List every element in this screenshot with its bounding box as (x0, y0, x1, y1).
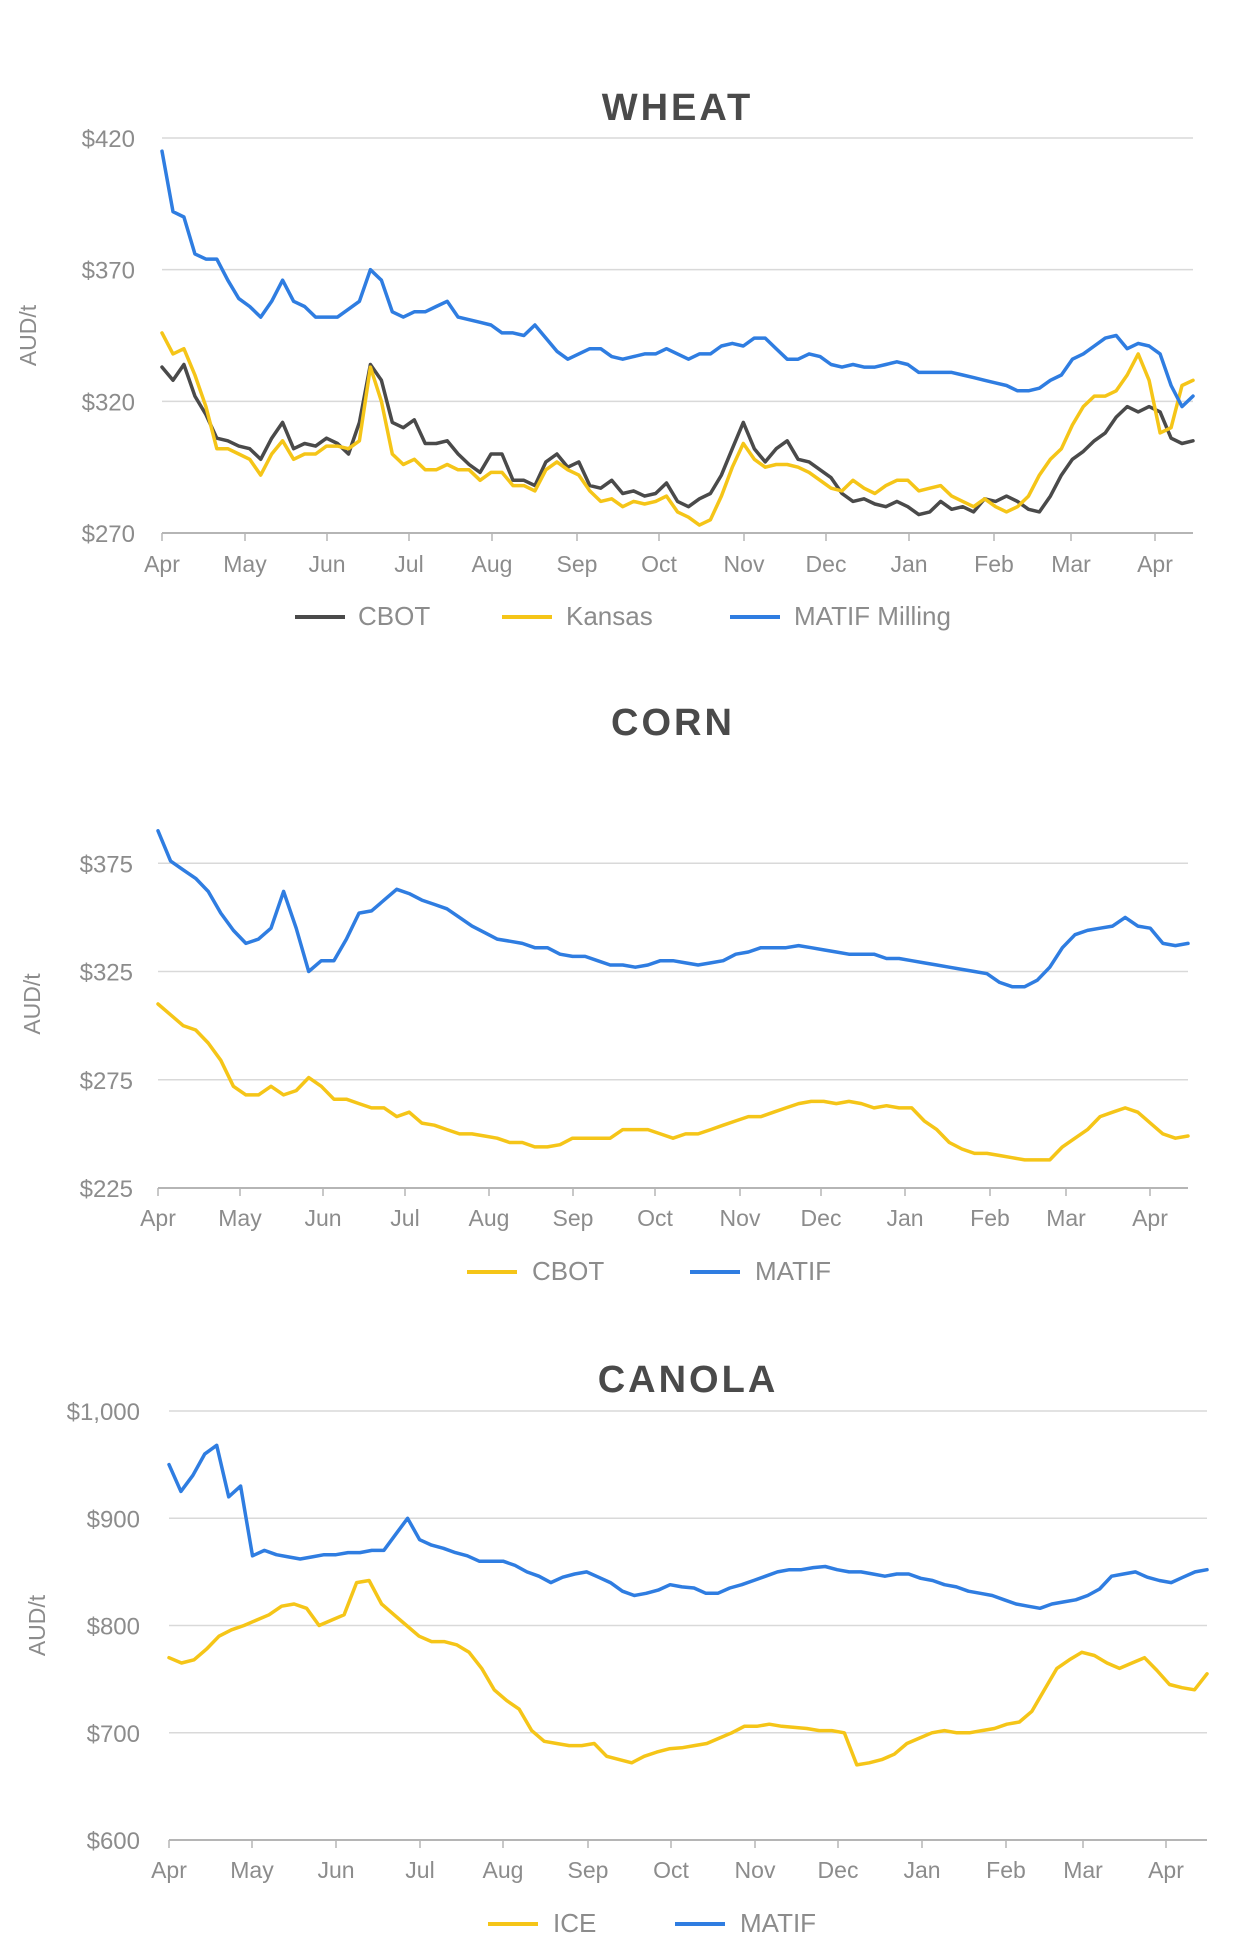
corn-y-tick-label: $375 (80, 851, 133, 878)
corn-legend-label: CBOT (532, 1256, 604, 1286)
corn-series-cbot (156, 1002, 1190, 1162)
canola-chart: CANOLA $600 $700 $800 $900 $1,000 Apr May Jun Jul… (24, 1359, 1209, 1938)
corn-x-tick-label: Nov (720, 1205, 761, 1231)
wheat-x-tick-label: Oct (641, 551, 677, 577)
canola-y-tick-label: $1,000 (67, 1399, 140, 1426)
canola-y-tick-label: $600 (87, 1828, 140, 1855)
canola-y-tick-label: $700 (87, 1721, 140, 1748)
corn-y-tick-label: $225 (80, 1176, 133, 1203)
corn-legend-label: MATIF (755, 1256, 831, 1286)
canola-x-tick-label: Jul (405, 1857, 434, 1883)
wheat-x-tick-label: Jul (394, 551, 423, 577)
corn-x-tick-label: Jan (886, 1205, 923, 1231)
canola-series-ice (167, 1578, 1209, 1767)
canola-x-tick-label: Jun (317, 1857, 354, 1883)
canola-x-tick-label: Aug (483, 1857, 524, 1883)
corn-x-tick-label: Jun (304, 1205, 341, 1231)
wheat-x-tick-label: Jan (890, 551, 927, 577)
canola-legend-label: ICE (553, 1908, 596, 1938)
wheat-legend-label: MATIF Milling (794, 601, 951, 631)
corn-x-tick-label: Jul (390, 1205, 419, 1231)
corn-x-tick-label: Oct (637, 1205, 673, 1231)
wheat-x-tick-label: Apr (144, 551, 180, 577)
canola-x-tick-label: Nov (735, 1857, 776, 1883)
corn-x-tick-label: Sep (553, 1205, 594, 1231)
corn-y-tick-label: $275 (80, 1068, 133, 1095)
corn-chart: CORN $225 $275 $325 $375 Apr May Jun Jul Aug Sep Oc… (19, 702, 1190, 1286)
canola-x-tick-label: Jan (903, 1857, 940, 1883)
wheat-y-tick-label: $270 (82, 521, 135, 548)
canola-x-tick-label: Dec (818, 1857, 859, 1883)
canola-x-tick-label: May (230, 1857, 274, 1883)
corn-x-tick-label: Apr (1132, 1205, 1168, 1231)
wheat-y-tick-label: $320 (82, 389, 135, 416)
canola-x-tick-label: Mar (1063, 1857, 1103, 1883)
wheat-chart: WHEAT $270 $320 $370 $420 Apr May Jun Jul Aug Sep O… (15, 87, 1195, 631)
wheat-x-tick-label: May (223, 551, 267, 577)
wheat-x-tick-label: Jun (308, 551, 345, 577)
corn-x-tick-label: Aug (469, 1205, 510, 1231)
corn-y-tick-label: $325 (80, 960, 133, 987)
corn-x-tick-label: May (218, 1205, 262, 1231)
wheat-y-tick-label: $370 (82, 258, 135, 285)
canola-x-tick-label: Feb (986, 1857, 1026, 1883)
wheat-series-kansas (160, 331, 1195, 527)
wheat-x-tick-label: Aug (472, 551, 513, 577)
corn-x-tick-label: Mar (1046, 1205, 1086, 1231)
wheat-series-matif-milling (160, 149, 1195, 409)
canola-legend-label: MATIF (740, 1908, 816, 1938)
canola-x-tick-label: Oct (653, 1857, 689, 1883)
corn-y-axis-label: AUD/t (19, 973, 45, 1035)
wheat-x-tick-label: Mar (1051, 551, 1091, 577)
canola-title: CANOLA (598, 1359, 779, 1401)
canola-series-matif (167, 1443, 1209, 1611)
wheat-x-tick-label: Nov (724, 551, 765, 577)
wheat-x-tick-label: Feb (974, 551, 1014, 577)
wheat-legend-label: CBOT (358, 601, 430, 631)
canola-x-tick-label: Apr (1148, 1857, 1184, 1883)
corn-x-tick-label: Feb (970, 1205, 1010, 1231)
wheat-title: WHEAT (602, 87, 754, 129)
wheat-x-tick-label: Dec (806, 551, 847, 577)
corn-series-matif (156, 829, 1190, 989)
wheat-x-tick-label: Sep (557, 551, 598, 577)
canola-y-tick-label: $900 (87, 1506, 140, 1533)
canola-y-axis-label: AUD/t (24, 1594, 50, 1656)
corn-x-tick-label: Dec (801, 1205, 842, 1231)
wheat-y-axis-label: AUD/t (15, 304, 41, 366)
wheat-y-tick-label: $420 (82, 126, 135, 153)
canola-x-tick-label: Sep (568, 1857, 609, 1883)
canola-x-tick-label: Apr (151, 1857, 187, 1883)
canola-y-tick-label: $800 (87, 1614, 140, 1641)
corn-title: CORN (611, 702, 735, 744)
wheat-x-tick-label: Apr (1137, 551, 1173, 577)
wheat-legend-label: Kansas (566, 601, 653, 631)
corn-x-tick-label: Apr (140, 1205, 176, 1231)
